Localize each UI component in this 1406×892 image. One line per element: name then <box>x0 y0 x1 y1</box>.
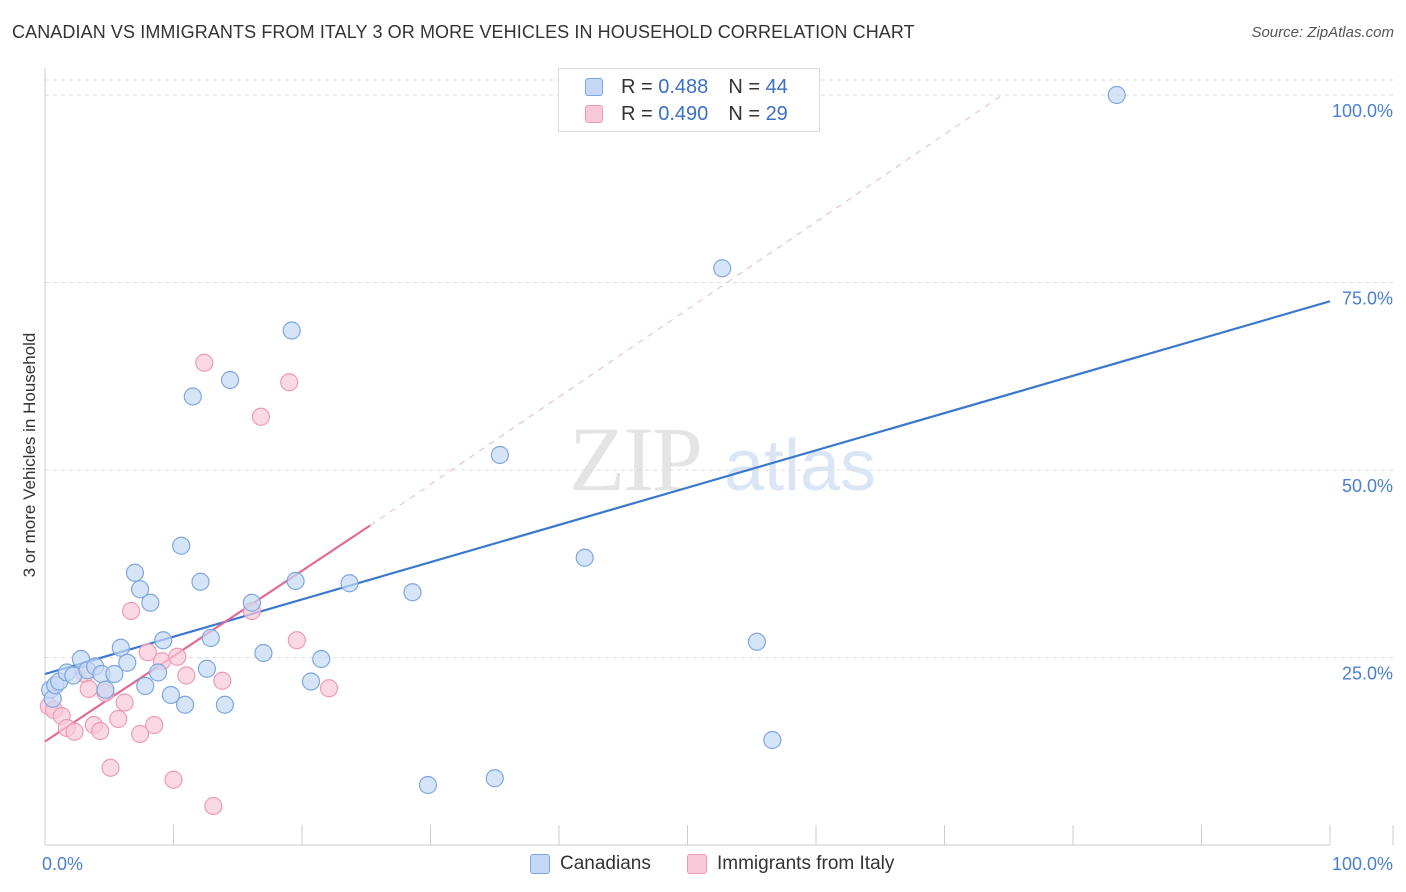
italy-point <box>115 693 134 712</box>
legend-n-label: N = <box>728 75 760 98</box>
canadians-point <box>201 628 220 648</box>
canadians-point <box>490 445 509 465</box>
canadians-point <box>141 593 160 612</box>
canadians-point <box>301 672 321 691</box>
y-tick-label: 100.0% <box>1332 101 1393 121</box>
canadians-point <box>172 536 191 555</box>
canadians-point <box>215 695 234 714</box>
canadians-point <box>403 583 422 602</box>
italy-point <box>138 643 157 662</box>
italy-point <box>195 353 214 372</box>
watermark-zip: ZIP <box>569 408 701 510</box>
legend-row-canadians: R = 0.488 N = 44 <box>585 74 788 100</box>
canadians-point <box>286 571 305 591</box>
canadians-point <box>96 680 115 699</box>
canadians-point <box>282 321 301 340</box>
canadians-point <box>125 563 145 582</box>
italy-point <box>168 647 187 666</box>
legend-r-value: 0.488 <box>658 75 709 98</box>
watermark-atlas: atlas <box>724 426 876 506</box>
correlation-legend: R = 0.488 N = 44 R = 0.490 N = 29 <box>558 68 820 132</box>
italy-point <box>101 758 120 777</box>
italy-point <box>177 666 196 685</box>
legend-swatch-canadians <box>585 78 603 96</box>
bottom-legend-italy: Immigrants from Italy <box>687 852 894 876</box>
canadians-point <box>763 730 782 750</box>
legend-row-italy: R = 0.490 N = 29 <box>585 101 788 127</box>
legend-r-label: R = <box>621 75 653 98</box>
canadians-point <box>191 572 210 591</box>
legend-r-value: 0.490 <box>658 102 709 125</box>
canadians-point <box>254 643 273 663</box>
source-label: Source: ZipAtlas.com <box>1251 24 1394 41</box>
canadians-point <box>713 259 732 278</box>
italy-point <box>79 679 98 699</box>
canadians-point <box>130 580 150 599</box>
bottom-legend-swatch-italy <box>687 854 707 874</box>
canadians-point <box>747 632 766 651</box>
bottom-legend-canadians: Canadians <box>530 852 651 876</box>
canadians-point <box>148 663 168 682</box>
y-tick-label: 75.0% <box>1342 289 1393 309</box>
canadians-point <box>118 653 137 672</box>
legend-swatch-italy <box>585 105 603 123</box>
italy-trend-extension <box>369 94 1003 526</box>
canadians-point <box>485 769 504 788</box>
italy-point <box>145 715 164 735</box>
bottom-legend-label-canadians: Canadians <box>560 853 651 874</box>
italy-point <box>204 796 223 816</box>
italy-point <box>213 671 232 690</box>
canadians-point <box>175 695 195 714</box>
legend-n-value: 29 <box>765 102 788 125</box>
canadians-point <box>220 370 240 390</box>
italy-point <box>164 770 183 789</box>
canadians-point <box>105 664 124 684</box>
canadians-point <box>1107 85 1126 105</box>
x-tick-label: 0.0% <box>42 854 83 874</box>
legend-n-label: N = <box>728 102 760 125</box>
bottom-legend-label-italy: Immigrants from Italy <box>717 853 895 874</box>
canadians-point <box>183 387 202 406</box>
bottom-legend-swatch-canadians <box>530 854 550 874</box>
canadians-point <box>242 593 261 612</box>
legend-n-value: 44 <box>765 75 788 98</box>
italy-point <box>91 721 110 741</box>
y-tick-label: 25.0% <box>1342 664 1393 684</box>
canadians-point <box>154 631 173 650</box>
italy-point <box>287 631 306 650</box>
canadians-point <box>312 649 331 669</box>
italy-point <box>130 724 150 744</box>
canadians-trend-line <box>44 300 1331 676</box>
canadians-point <box>418 775 438 795</box>
canadians-point <box>161 685 181 705</box>
canadians-point <box>136 676 155 696</box>
italy-point <box>280 373 299 392</box>
x-tick-label: 100.0% <box>1332 854 1393 874</box>
italy-point <box>319 679 339 698</box>
italy-point <box>121 601 141 621</box>
canadians-point <box>197 659 217 678</box>
y-tick-label: 50.0% <box>1342 476 1393 496</box>
canadians-point <box>340 574 359 593</box>
italy-point <box>109 709 128 729</box>
italy-point <box>65 722 84 741</box>
legend-r-label: R = <box>621 102 653 125</box>
canadians-point <box>575 548 594 567</box>
canadians-point <box>111 638 130 657</box>
chart-title: CANADIAN VS IMMIGRANTS FROM ITALY 3 OR M… <box>12 22 915 42</box>
italy-point <box>251 407 270 426</box>
